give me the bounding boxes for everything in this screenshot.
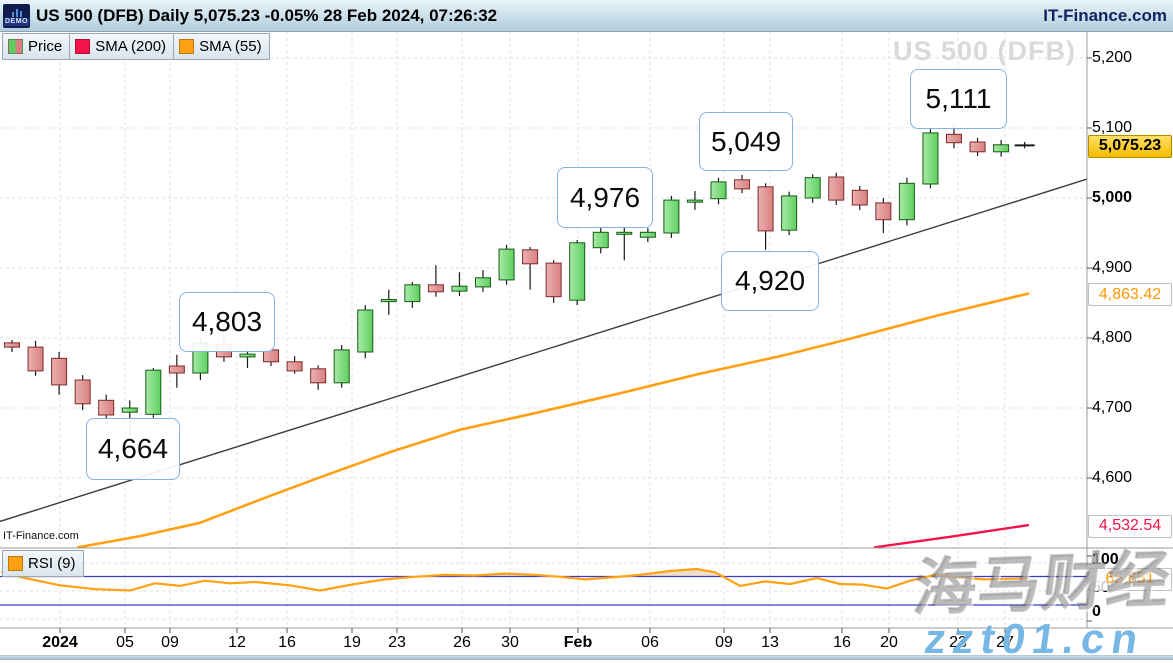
demo-account-icon: DEMO (3, 3, 30, 28)
x-axis-label-11: 09 (715, 634, 733, 651)
sma200-value-marker: 4,532.54 (1088, 514, 1172, 538)
y-axis-label-5000: 5,000 (1092, 189, 1133, 206)
legend-rsi-button[interactable]: RSI (9) (2, 550, 84, 577)
legend-sma200-button[interactable]: SMA (200) (70, 33, 175, 60)
legend-price-label: Price (28, 38, 63, 55)
chart-symbol-watermark: US 500 (DFB) (893, 36, 1077, 66)
x-axis-label-14: 20 (880, 634, 898, 651)
y-axis-label-5100: 5,100 (1092, 119, 1133, 136)
y-axis-label-4800: 4,800 (1092, 329, 1133, 346)
rsi-axis-label-0: 0 (1092, 603, 1101, 620)
x-axis-label-10: 06 (641, 634, 659, 651)
price-callout-4664[interactable]: 4,664 (86, 418, 180, 480)
chart-title: US 500 (DFB) Daily 5,075.23 -0.05% 28 Fe… (36, 5, 498, 25)
sma55-value-marker: 4,863.42 (1088, 283, 1172, 307)
y-axis-label-5200: 5,200 (1092, 49, 1133, 66)
legend-sma55-label: SMA (55) (199, 38, 262, 55)
window-bottom-strip (0, 655, 1173, 660)
y-axis-label-4900: 4,900 (1092, 259, 1133, 276)
x-axis-label-13: 16 (833, 634, 851, 651)
legend-price-button[interactable]: Price (2, 33, 71, 60)
rsi-legend-row: RSI (9) (2, 550, 84, 577)
mini-candles-icon (11, 8, 22, 17)
x-axis-label-0: 2024 (42, 634, 78, 651)
brand-link[interactable]: IT-Finance.com (1043, 5, 1167, 25)
price-callout-5049[interactable]: 5,049 (699, 112, 793, 171)
rsi-value-marker: 65.651 (1088, 567, 1172, 591)
x-axis-label-7: 26 (453, 634, 471, 651)
price-callout-4803[interactable]: 4,803 (179, 292, 275, 352)
sma200-swatch-icon (75, 39, 91, 54)
y-axis-label-4700: 4,700 (1092, 399, 1133, 416)
rsi-swatch-icon (8, 556, 23, 571)
demo-badge-label: DEMO (4, 17, 29, 26)
sma55-swatch-icon (179, 39, 195, 54)
x-axis-label-8: 30 (501, 634, 519, 651)
title-bar: DEMO US 500 (DFB) Daily 5,075.23 -0.05% … (0, 0, 1173, 32)
price-callout-4920[interactable]: 4,920 (721, 251, 819, 311)
price-callout-4976[interactable]: 4,976 (557, 167, 653, 228)
x-axis-label-9: Feb (563, 634, 593, 651)
x-axis-label-2: 09 (161, 634, 179, 651)
x-axis-label-15: 23 (949, 634, 967, 651)
price-swatch-icon (8, 39, 23, 54)
site-watermark-small: IT-Finance.com (3, 530, 79, 542)
legend-row: Price SMA (200) SMA (55) (2, 33, 270, 60)
x-axis-label-16: 27 (996, 634, 1014, 651)
x-axis-label-1: 05 (116, 634, 134, 651)
x-axis-label-12: 13 (761, 634, 779, 651)
legend-rsi-label: RSI (9) (28, 555, 76, 572)
x-axis-label-3: 12 (228, 634, 246, 651)
x-axis-label-6: 23 (388, 634, 406, 651)
current-price-marker: 5,075.23 (1088, 134, 1172, 158)
y-axis-label-4600: 4,600 (1092, 469, 1133, 486)
rsi-axis-label-100: 100 (1092, 551, 1119, 568)
x-axis-label-4: 16 (278, 634, 296, 651)
price-callout-5111[interactable]: 5,111 (910, 69, 1007, 129)
x-axis-label-5: 19 (343, 634, 361, 651)
legend-sma200-label: SMA (200) (95, 38, 167, 55)
legend-sma55-button[interactable]: SMA (55) (174, 33, 270, 60)
